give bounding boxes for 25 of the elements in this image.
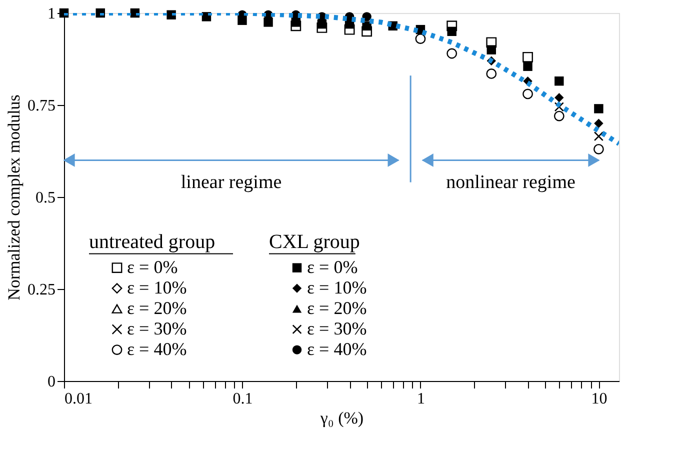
annotation: untreated group <box>89 230 216 253</box>
legend-label: ε = 40% <box>127 338 187 359</box>
x-tick-label: 0.01 <box>64 390 92 408</box>
legend-label: ε = 40% <box>307 338 367 359</box>
y-tick-label: 0.25 <box>28 282 56 298</box>
x-axis-title: γ₀ (%) <box>319 408 364 428</box>
legend-label: ε = 30% <box>307 318 367 338</box>
annotation: CXL group <box>269 230 360 253</box>
y-tick-label: 0 <box>48 374 56 390</box>
y-axis-title: Normalized complex modulus <box>4 94 24 300</box>
legend-label: ε = 0% <box>127 256 178 277</box>
y-tick-label: 0.75 <box>28 98 56 114</box>
legend-label: ε = 0% <box>307 256 358 277</box>
y-tick-label: 0.5 <box>36 190 56 206</box>
x-tick-label: 10 <box>591 390 608 408</box>
legend-label: ε = 20% <box>127 298 187 318</box>
y-tick-label: 1 <box>48 6 56 22</box>
legend-label: ε = 30% <box>127 318 187 338</box>
legend-label: ε = 10% <box>127 277 187 298</box>
x-tick-label: 0.1 <box>232 390 253 408</box>
annotation: linear regime <box>180 172 282 194</box>
legend-label: ε = 10% <box>307 277 367 298</box>
annotation: nonlinear regime <box>446 172 576 194</box>
legend-label: ε = 20% <box>307 298 367 318</box>
x-tick-label: 1 <box>416 390 425 408</box>
